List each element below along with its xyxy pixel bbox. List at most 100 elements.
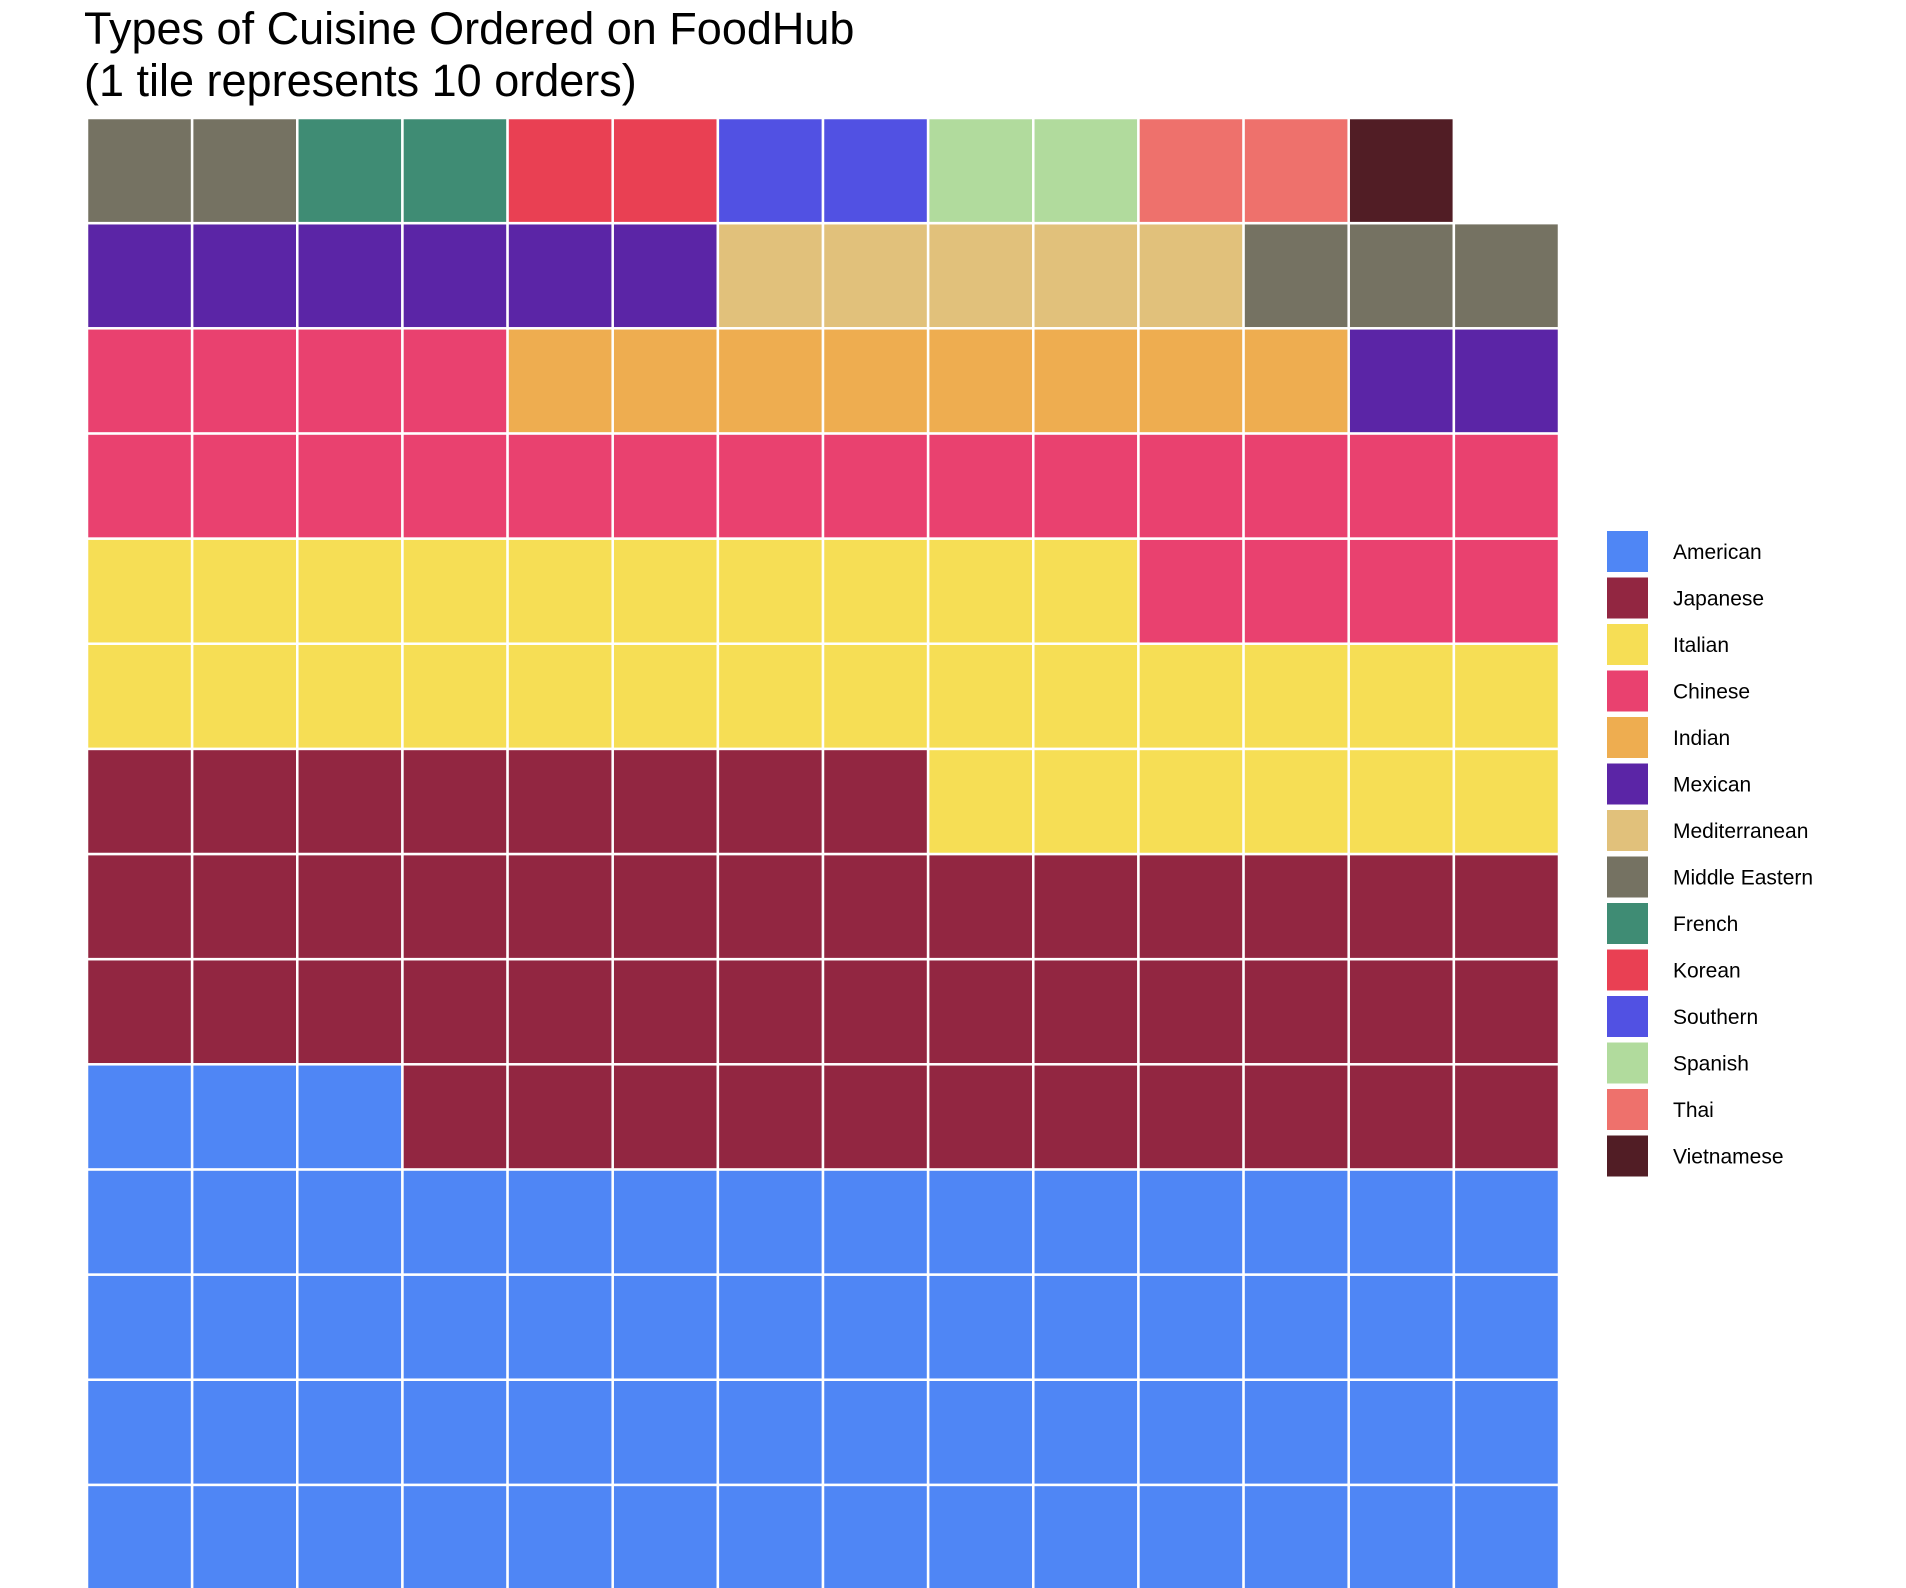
waffle-tile-chinese [1137, 432, 1245, 540]
waffle-tile-chinese [401, 327, 509, 435]
waffle-tile-japanese [1137, 1063, 1245, 1171]
waffle-tile-american [1032, 1483, 1140, 1588]
waffle-tile-chinese [1452, 432, 1561, 540]
waffle-tile-chinese [85, 327, 194, 435]
waffle-tile-middle-eastern [1347, 221, 1456, 330]
waffle-tile-mexican [1347, 327, 1456, 435]
waffle-tile-vietnamese [1347, 116, 1456, 225]
waffle-tile-american [1242, 1483, 1350, 1588]
waffle-tile-mexican [85, 221, 194, 330]
waffle-tile-japanese [611, 852, 720, 961]
waffle-tile-japanese [401, 1063, 509, 1171]
waffle-tile-indian [1137, 327, 1245, 435]
waffle-tile-american [85, 1483, 194, 1588]
waffle-tile-chinese [926, 432, 1035, 540]
waffle-tile-italian [611, 642, 720, 751]
waffle-tile-american [821, 1168, 930, 1276]
waffle-tile-american [611, 1483, 720, 1588]
waffle-tile-italian [926, 537, 1035, 645]
waffle-tile-italian [506, 642, 614, 751]
waffle-tile-american [1137, 1483, 1245, 1588]
waffle-tile-american [821, 1483, 930, 1588]
waffle-tile-american [926, 1168, 1035, 1276]
waffle-tile-japanese [506, 957, 614, 1066]
waffle-tile-american [926, 1483, 1035, 1588]
waffle-tile-japanese [611, 957, 720, 1066]
waffle-tile-american [190, 1063, 299, 1171]
waffle-tile-chinese [821, 432, 930, 540]
waffle-tile-american [190, 1168, 299, 1276]
waffle-tile-american [296, 1273, 404, 1381]
waffle-tile-italian [611, 537, 720, 645]
waffle-tile-japanese [1032, 1063, 1140, 1171]
waffle-tile-japanese [296, 957, 404, 1066]
waffle-tile-american [401, 1378, 509, 1487]
waffle-tile-japanese [85, 852, 194, 961]
waffle-tile-italian [296, 537, 404, 645]
waffle-tile-indian [506, 327, 614, 435]
waffle-tile-indian [821, 327, 930, 435]
waffle-tile-american [1032, 1378, 1140, 1487]
waffle-tile-mexican [611, 221, 720, 330]
waffle-tile-japanese [1347, 957, 1456, 1066]
waffle-tile-american [1032, 1168, 1140, 1276]
waffle-tile-japanese [716, 957, 825, 1066]
waffle-tile-american [1242, 1168, 1350, 1276]
waffle-tile-italian [1452, 747, 1561, 856]
waffle-tile-japanese [1452, 957, 1561, 1066]
waffle-tile-italian [85, 642, 194, 751]
waffle-tile-american [821, 1273, 930, 1381]
waffle-tile-french [296, 116, 404, 225]
waffle-tile-italian [401, 642, 509, 751]
waffle-tile-japanese [1032, 852, 1140, 961]
legend-swatch-chinese [1607, 670, 1648, 712]
waffle-tile-chinese [1347, 537, 1456, 645]
waffle-tile-american [296, 1483, 404, 1588]
waffle-tile-american [506, 1168, 614, 1276]
waffle-tile-japanese [1242, 957, 1350, 1066]
waffle-tile-american [506, 1483, 614, 1588]
waffle-tile-spanish [1032, 116, 1140, 225]
waffle-tile-japanese [506, 747, 614, 856]
legend-label-thai: Thai [1673, 1099, 1714, 1122]
waffle-tile-mediterranean [1137, 221, 1245, 330]
waffle-tile-american [401, 1273, 509, 1381]
waffle-tile-american [85, 1273, 194, 1381]
waffle-tile-japanese [401, 957, 509, 1066]
waffle-tile-japanese [611, 1063, 720, 1171]
waffle-tile-american [1242, 1378, 1350, 1487]
chart-title-line-2: (1 tile represents 10 orders) [84, 55, 637, 106]
waffle-tile-indian [1242, 327, 1350, 435]
waffle-tile-japanese [821, 957, 930, 1066]
waffle-tile-japanese [85, 957, 194, 1066]
waffle-tile-italian [85, 537, 194, 645]
waffle-tile-japanese [1242, 852, 1350, 961]
waffle-tile-chinese [506, 432, 614, 540]
waffle-tile-italian [190, 537, 299, 645]
legend-label-american: American [1673, 541, 1762, 564]
waffle-tile-chinese [1242, 432, 1350, 540]
waffle-tile-korean [506, 116, 614, 225]
waffle-tile-american [401, 1483, 509, 1588]
waffle-tile-american [1137, 1168, 1245, 1276]
waffle-tile-chinese [1242, 537, 1350, 645]
waffle-tile-spanish [926, 116, 1035, 225]
waffle-tile-indian [716, 327, 825, 435]
waffle-tile-southern [821, 116, 930, 225]
waffle-tile-american [506, 1273, 614, 1381]
waffle-tile-thai [1137, 116, 1245, 225]
waffle-tile-japanese [716, 747, 825, 856]
waffle-tile-american [821, 1378, 930, 1487]
legend-swatch-italian [1607, 624, 1648, 665]
waffle-tile-mediterranean [926, 221, 1035, 330]
legend-swatch-southern [1607, 996, 1648, 1037]
waffle-tile-italian [1137, 747, 1245, 856]
waffle-tile-italian [821, 537, 930, 645]
legend-swatch-american [1607, 531, 1648, 572]
waffle-tile-american [1452, 1483, 1561, 1588]
waffle-tile-mexican [401, 221, 509, 330]
waffle-tile-japanese [506, 852, 614, 961]
waffle-tile-chinese [1452, 537, 1561, 645]
waffle-tile-chinese [716, 432, 825, 540]
waffle-tile-italian [1347, 642, 1456, 751]
